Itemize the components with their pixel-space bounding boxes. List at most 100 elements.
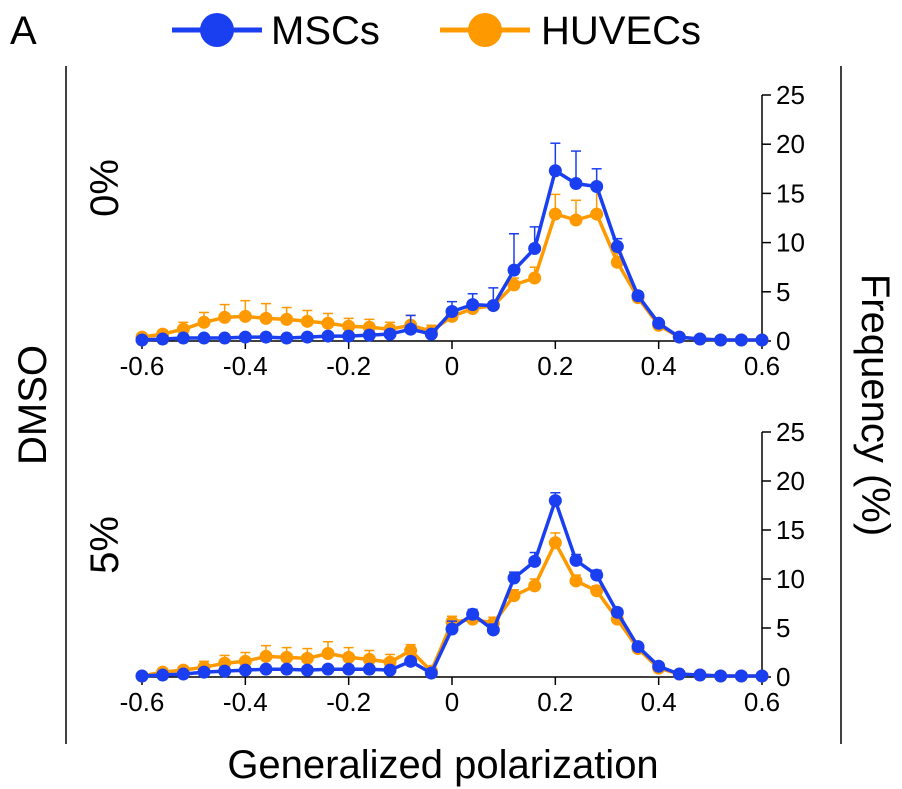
data-point-mscs	[590, 180, 604, 194]
x-tick-label: -0.2	[326, 351, 371, 381]
x-tick-label: 0.6	[744, 351, 780, 381]
data-point-mscs	[548, 164, 562, 178]
right-label: Frequency (%)	[853, 274, 897, 536]
data-point-mscs	[342, 662, 356, 676]
plot-panels: 0% 0 5 10 15 20 25 -0.6 -0.4 -0.2 0 0.2 0.4 0.6 5% 0 5 10…	[83, 80, 805, 717]
data-point-huvecs	[569, 213, 583, 227]
data-point-mscs	[197, 331, 211, 345]
data-point-mscs	[652, 659, 666, 673]
data-point-huvecs	[528, 579, 542, 593]
y-tick-label: 0	[776, 662, 790, 692]
data-point-mscs	[176, 667, 190, 681]
data-point-mscs	[424, 327, 438, 341]
data-point-mscs	[280, 662, 294, 676]
data-point-mscs	[610, 605, 624, 619]
y-tick-label: 20	[776, 129, 805, 159]
y-tick-label: 5	[776, 277, 790, 307]
y-tick-label: 5	[776, 613, 790, 643]
panel-label: A	[10, 9, 37, 53]
data-point-mscs	[548, 494, 562, 508]
data-point-huvecs	[238, 309, 252, 323]
x-tick-label: -0.6	[120, 351, 165, 381]
data-point-mscs	[383, 663, 397, 677]
data-point-mscs	[610, 240, 624, 254]
row-label: 5%	[83, 516, 127, 574]
y-tick-label: 15	[776, 178, 805, 208]
data-point-huvecs	[342, 650, 356, 664]
data-point-huvecs	[300, 314, 314, 328]
x-axis-label: Generalized polarization	[227, 743, 658, 787]
data-point-mscs	[156, 668, 170, 682]
data-point-mscs	[362, 328, 376, 342]
x-tick-label: 0.4	[641, 351, 677, 381]
data-point-mscs	[507, 263, 521, 277]
data-point-mscs	[135, 669, 149, 683]
data-point-huvecs	[259, 311, 273, 325]
series-mscs	[135, 492, 769, 683]
series-huvecs	[135, 186, 769, 347]
data-point-mscs	[238, 330, 252, 344]
data-point-mscs	[259, 330, 273, 344]
data-point-mscs	[424, 666, 438, 680]
data-point-mscs	[652, 316, 666, 330]
data-point-huvecs	[259, 649, 273, 663]
data-point-mscs	[300, 330, 314, 344]
y-tick-label: 10	[776, 228, 805, 258]
x-tick-label: 0.2	[537, 687, 573, 717]
data-point-mscs	[672, 330, 686, 344]
data-point-huvecs	[548, 536, 562, 550]
data-point-mscs	[321, 329, 335, 343]
data-point-huvecs	[590, 207, 604, 221]
data-point-huvecs	[342, 319, 356, 333]
series-mscs	[135, 142, 769, 347]
data-point-mscs	[528, 242, 542, 256]
legend-item-huvecs: HUVECs	[440, 9, 701, 53]
x-tick-label: -0.4	[223, 351, 268, 381]
data-point-huvecs	[610, 255, 624, 269]
data-point-mscs	[135, 333, 149, 347]
legend-label-huvecs: HUVECs	[541, 9, 701, 53]
data-point-mscs	[445, 304, 459, 318]
data-point-huvecs	[280, 650, 294, 664]
data-point-mscs	[631, 640, 645, 654]
data-point-huvecs	[197, 315, 211, 329]
data-point-huvecs	[362, 652, 376, 666]
data-point-mscs	[569, 553, 583, 567]
legend-marker-mscs	[200, 13, 234, 47]
data-point-mscs	[590, 568, 604, 582]
data-point-mscs	[714, 669, 728, 683]
data-point-huvecs	[321, 316, 335, 330]
data-point-mscs	[404, 322, 418, 336]
y-tick-label: 0	[776, 326, 790, 356]
data-point-mscs	[259, 662, 273, 676]
data-point-mscs	[362, 662, 376, 676]
data-point-huvecs	[548, 207, 562, 221]
y-tick-label: 10	[776, 564, 805, 594]
y-tick-label: 25	[776, 417, 805, 447]
series-huvecs	[135, 532, 769, 683]
data-point-mscs	[569, 177, 583, 191]
row-label: 0%	[83, 159, 127, 217]
data-point-mscs	[528, 554, 542, 568]
data-point-mscs	[693, 668, 707, 682]
x-tick-label: -0.4	[223, 687, 268, 717]
x-tick-label: 0.2	[537, 351, 573, 381]
data-point-mscs	[218, 664, 232, 678]
legend-marker-huvecs	[468, 13, 502, 47]
data-point-mscs	[714, 333, 728, 347]
series-line-huvecs	[141, 540, 762, 678]
data-point-huvecs	[300, 651, 314, 665]
x-tick-label: -0.6	[120, 687, 165, 717]
panel-2: 5% 0 5 10 15 20 25 -0.6 -0.4 -0.2 0 0.2 0.4 0.6	[83, 417, 805, 717]
x-tick-label: 0.4	[641, 687, 677, 717]
data-point-mscs	[300, 663, 314, 677]
data-point-mscs	[238, 663, 252, 677]
data-point-mscs	[176, 331, 190, 345]
x-tick-label: 0	[445, 351, 459, 381]
data-point-mscs	[280, 331, 294, 345]
data-point-mscs	[218, 331, 232, 345]
data-point-mscs	[672, 667, 686, 681]
data-point-huvecs	[528, 271, 542, 285]
data-point-mscs	[734, 333, 748, 347]
